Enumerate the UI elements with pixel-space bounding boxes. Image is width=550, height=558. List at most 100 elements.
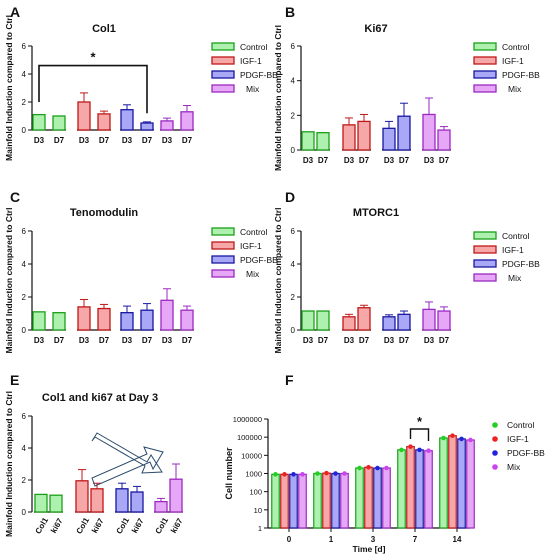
mean-dot xyxy=(300,472,305,477)
y-tick-label: 4 xyxy=(22,444,27,453)
legend-swatch-mix xyxy=(211,84,235,93)
panel-title: MTORC1 xyxy=(353,207,399,219)
bar-control-d3 xyxy=(32,113,46,131)
legend: Control IGF-1 PDGF-BB Mix xyxy=(211,227,278,279)
x-tick-label: D3 xyxy=(122,136,133,145)
x-tick-label: D3 xyxy=(122,336,133,345)
legend-label: Control xyxy=(502,42,530,52)
panel-c: C Tenomodulin 0 2 4 6 Mainfold Induction compa… xyxy=(4,189,278,353)
panel-letter: A xyxy=(10,4,20,20)
bar-pdgfbb-day-1 xyxy=(331,472,340,529)
x-tick-label: D7 xyxy=(318,156,329,165)
bar-mix-d3 xyxy=(160,299,174,331)
x-tick-label: Col1 xyxy=(154,516,171,536)
bar-igf1-d7 xyxy=(357,120,371,151)
mean-dot xyxy=(291,472,296,477)
x-tick-label: D3 xyxy=(34,336,45,345)
x-tick-label: D3 xyxy=(79,136,90,145)
significance-star: * xyxy=(90,50,96,65)
bar-control-d3 xyxy=(301,310,315,331)
bar-pdgfbb-d7 xyxy=(140,122,154,131)
x-tick-label: D7 xyxy=(399,336,410,345)
panel-letter: E xyxy=(10,372,19,388)
mean-dot xyxy=(408,444,413,449)
x-tick-label: D3 xyxy=(424,156,435,165)
bar-igf1-ki67 xyxy=(90,488,104,513)
mean-dot xyxy=(384,465,389,471)
mean-dot xyxy=(459,436,464,442)
x-tick-label: D3 xyxy=(303,156,314,165)
x-tick-label: Col1 xyxy=(34,516,51,536)
y-tick-label: 4 xyxy=(291,77,296,86)
legend-label: Mix xyxy=(507,462,521,472)
x-tick-label: D3 xyxy=(344,156,355,165)
bar-igf1-d7 xyxy=(97,113,111,131)
arrow-up-right xyxy=(91,446,164,487)
bar-mix-day-14 xyxy=(466,439,475,529)
mean-dot xyxy=(441,435,446,441)
y-tick-label: 2 xyxy=(22,476,27,485)
bar-igf1-d3 xyxy=(77,101,91,131)
x-tick-label: D7 xyxy=(99,336,110,345)
bar-pdgfbb-d7 xyxy=(397,313,411,331)
x-tick-label: 1 xyxy=(329,535,334,544)
x-tick-label: D3 xyxy=(303,336,314,345)
bar-control-col1 xyxy=(34,493,48,513)
y-axis-label: Cell number xyxy=(224,447,234,500)
y-tick-label: 2 xyxy=(22,98,27,107)
y-tick-label: 1 xyxy=(258,524,262,533)
panel-d: D MTORC1 0 2 4 6 Mainfold Induction compared t… xyxy=(273,189,540,353)
mean-dot xyxy=(333,471,338,476)
x-tick-label: D7 xyxy=(182,136,193,145)
mean-dot xyxy=(450,433,455,439)
legend-label: PDGF-BB xyxy=(240,70,278,80)
x-axis-label: Time [d] xyxy=(353,544,386,554)
x-tick-label: ki67 xyxy=(90,516,106,534)
x-tick-label: ki67 xyxy=(49,516,65,534)
bar-pdgfbb-day-14 xyxy=(457,438,466,529)
x-tick-label: D7 xyxy=(182,336,193,345)
crossing-arrows xyxy=(91,432,164,487)
legend-label: PDGF-BB xyxy=(502,259,540,269)
bar-control-d7 xyxy=(52,312,66,331)
x-tick-label: 7 xyxy=(413,535,418,544)
x-tick-label: D7 xyxy=(439,336,450,345)
legend-label: Mix xyxy=(246,269,260,279)
bar-pdgfbb-day-7 xyxy=(415,449,424,529)
bar-igf1-day-0 xyxy=(280,473,289,529)
y-tick-label: 1000000 xyxy=(233,415,262,424)
bar-pdgfbb-d3 xyxy=(120,109,134,131)
x-tick-label: ki67 xyxy=(169,516,185,534)
x-tick-label: D7 xyxy=(142,336,153,345)
bar-mix-d7 xyxy=(180,309,194,331)
bar-igf1-d7 xyxy=(97,307,111,331)
bar-control-d7 xyxy=(316,132,330,151)
bar-control-day-7 xyxy=(397,449,406,529)
mean-dot xyxy=(282,472,287,477)
x-tick-label: D3 xyxy=(384,336,395,345)
x-tick-label: D3 xyxy=(79,336,90,345)
y-tick-label: 0 xyxy=(22,508,27,517)
x-tick-label: D3 xyxy=(162,336,173,345)
bar-igf1-d3 xyxy=(342,316,356,331)
legend-swatch-igf1 xyxy=(473,245,497,254)
legend-swatch-pdgfbb xyxy=(211,255,235,264)
x-tick-label: D7 xyxy=(142,136,153,145)
significance-bracket xyxy=(38,64,148,114)
panel-title: Tenomodulin xyxy=(70,207,139,219)
legend-label: Control xyxy=(240,227,268,237)
y-tick-label: 100 xyxy=(249,488,262,497)
legend: Control IGF-1 PDGF-BB Mix xyxy=(211,42,278,94)
mean-dot xyxy=(426,448,431,453)
panel-letter: C xyxy=(10,189,20,205)
bar-control-day-3 xyxy=(355,467,364,529)
bar-mix-d7 xyxy=(437,310,451,331)
x-tick-label: D3 xyxy=(162,136,173,145)
bar-igf1-d3 xyxy=(77,306,91,331)
legend-swatch-pdgfbb xyxy=(473,70,497,79)
bar-mix-d3 xyxy=(422,308,436,331)
legend-swatch-mix xyxy=(211,269,235,278)
x-tick-label: 0 xyxy=(287,535,292,544)
